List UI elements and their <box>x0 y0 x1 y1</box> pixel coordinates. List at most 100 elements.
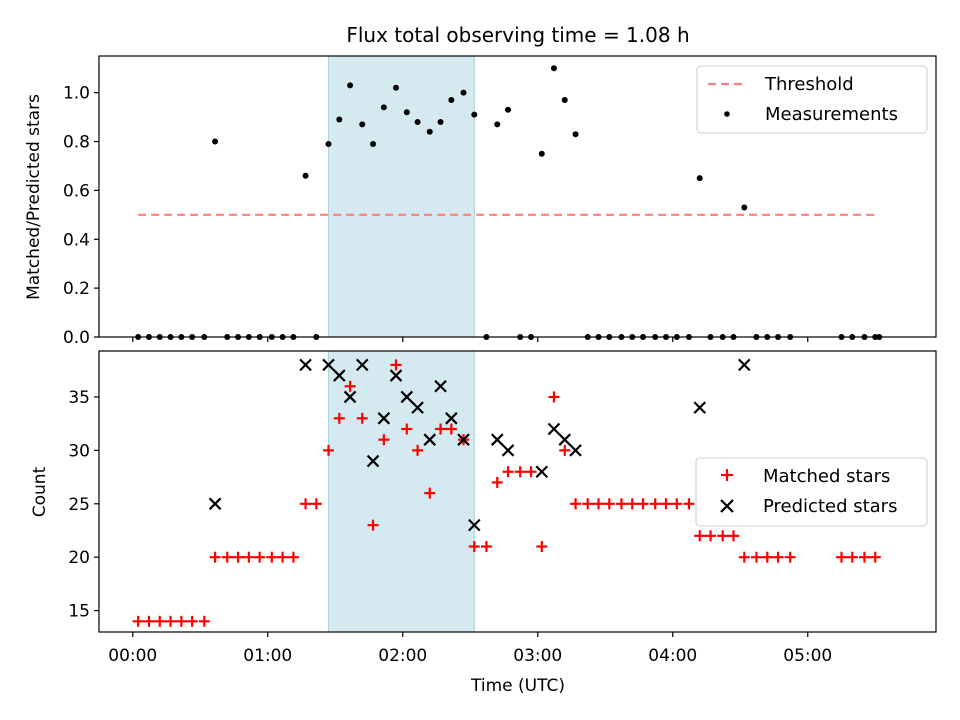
matched-star-point <box>491 476 503 488</box>
matched-star-point <box>705 530 717 542</box>
measurement-point <box>741 204 748 211</box>
predicted-star-point <box>569 444 582 457</box>
top-legend-box <box>696 65 928 134</box>
matched-star-point <box>243 551 255 563</box>
matched-star-point <box>445 423 457 435</box>
x-tick-label: 01:00 <box>243 646 292 666</box>
matched-star-point <box>738 551 750 563</box>
matched-star-point <box>344 380 356 392</box>
measurement-point <box>460 89 467 96</box>
predicted-star-point <box>434 379 447 393</box>
matched-star-point <box>593 498 604 510</box>
top-legend: Threshold Measurements <box>696 65 928 134</box>
matched-star-point <box>480 541 492 553</box>
matched-star-point <box>514 466 526 478</box>
predicted-star-point <box>208 497 222 511</box>
matched-star-point <box>761 551 773 563</box>
matched-star-point <box>683 498 695 510</box>
x-tick-label: 03:00 <box>513 646 562 666</box>
predicted-star-point <box>366 454 380 468</box>
matched-star-point <box>626 498 638 510</box>
predicted-star-point <box>468 518 481 532</box>
matched-star-point <box>536 541 548 553</box>
matched-star-point <box>232 551 244 563</box>
bot-observing-window <box>328 350 475 633</box>
matched-star-point <box>603 498 615 510</box>
matched-star-point <box>287 551 299 563</box>
matched-star-point <box>525 466 537 478</box>
measurement-point <box>572 131 579 138</box>
legend-matched-swatch <box>721 469 733 481</box>
measurement-point <box>347 82 354 89</box>
matched-star-point <box>502 466 514 478</box>
measurement-point <box>561 96 568 103</box>
matched-star-point <box>424 487 436 499</box>
matched-star-point <box>858 551 870 563</box>
bot-y-tick-label: 20 <box>68 548 90 568</box>
measurement-point <box>426 128 433 135</box>
matched-star-point <box>132 615 144 627</box>
matched-star-point <box>468 541 480 553</box>
measurement-point <box>325 140 332 147</box>
matched-star-point <box>750 551 762 563</box>
predicted-star-point <box>333 369 346 382</box>
matched-star-point <box>186 615 198 627</box>
top-y-axis-label: Matched/Predicted stars <box>24 94 44 300</box>
matched-star-point <box>300 498 312 510</box>
x-tick-label: 05:00 <box>783 646 832 666</box>
predicted-star-point <box>501 444 515 457</box>
legend-measurements-swatch <box>724 111 730 117</box>
measurement-point <box>212 138 219 145</box>
matched-star-point <box>615 498 627 510</box>
top-y-tick-label: 1.0 <box>63 84 90 104</box>
matched-star-point <box>154 615 166 627</box>
predicted-star-point <box>299 358 312 372</box>
top-plot-frame <box>98 55 937 338</box>
predicted-star-point <box>535 465 549 479</box>
matched-star-point <box>175 615 187 627</box>
measurement-point <box>471 111 478 118</box>
matched-star-point <box>367 519 379 531</box>
measurement-point <box>505 106 512 113</box>
measurement-point <box>370 140 377 147</box>
chart-title: Flux total observing time = 1.08 h <box>346 23 689 47</box>
top-y-tick-label: 0.6 <box>63 181 90 201</box>
legend-predicted-swatch <box>720 499 734 513</box>
measurement-point <box>538 150 545 157</box>
measurement-point <box>494 121 501 128</box>
top-y-tick-label: 0.4 <box>63 230 90 250</box>
bottom-panel: 15 20 25 30 35 00:00 01:00 02:00 03:00 04:00 05:0… <box>30 350 937 696</box>
matched-star-point <box>836 551 847 563</box>
matched-star-point <box>198 615 210 627</box>
matched-star-point <box>772 551 784 563</box>
predicted-star-point <box>693 401 707 414</box>
bottom-legend-box <box>695 457 928 527</box>
matched-star-point <box>143 615 155 627</box>
measurement-point <box>336 116 343 123</box>
matched-star-point <box>548 391 560 403</box>
predicted-star-point <box>355 358 369 372</box>
measurement-point <box>414 118 421 125</box>
measurement-point <box>393 84 399 91</box>
matched-star-point <box>310 498 322 510</box>
predicted-star-point <box>389 369 403 382</box>
bot-y-tick-label: 35 <box>68 388 90 408</box>
matched-star-point <box>637 498 649 510</box>
predicted-star-point <box>423 433 437 446</box>
legend-predicted-label: Predicted stars <box>763 496 897 517</box>
matched-star-point <box>254 551 266 563</box>
legend-measurements-label: Measurements <box>765 104 898 125</box>
matched-star-point <box>333 412 345 424</box>
predicted-star-point <box>558 433 572 446</box>
measurement-point <box>550 65 557 72</box>
matched-star-point <box>378 434 390 446</box>
predicted-star-point <box>343 390 357 404</box>
measurement-point <box>437 118 444 125</box>
bottom-plot-frame <box>98 350 937 633</box>
matched-star-point <box>323 444 334 456</box>
bottom-y-axis-label: Count <box>30 466 50 517</box>
predicted-star-point <box>738 358 751 372</box>
bot-y-tick-label: 15 <box>68 602 90 622</box>
x-tick-label: 02:00 <box>378 646 427 666</box>
matched-star-point <box>221 551 233 563</box>
